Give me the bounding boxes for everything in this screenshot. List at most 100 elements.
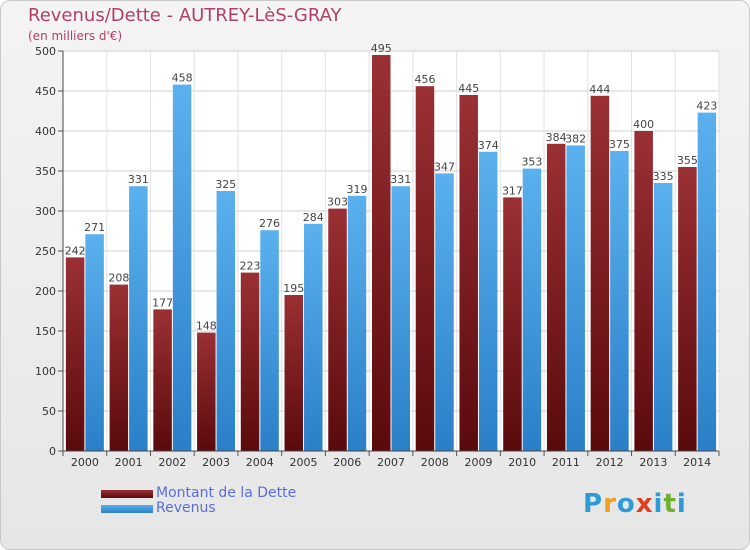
bar-revenus-2008 bbox=[435, 173, 454, 451]
value-label-revenus-2004: 276 bbox=[259, 217, 280, 230]
value-label-revenus-2001: 331 bbox=[128, 173, 149, 186]
logo-letter: i bbox=[676, 489, 687, 519]
legend-swatch-dette bbox=[101, 490, 153, 498]
bar-dette-2004 bbox=[240, 272, 260, 451]
bar-layer bbox=[65, 55, 717, 452]
value-label-revenus-2007: 331 bbox=[390, 173, 411, 186]
value-label-revenus-2014: 423 bbox=[696, 100, 717, 113]
y-tick-label: 450 bbox=[35, 85, 56, 98]
x-tick-label-2010: 2010 bbox=[508, 456, 536, 469]
bar-revenus-2012 bbox=[610, 151, 629, 451]
value-label-revenus-2009: 374 bbox=[478, 139, 499, 152]
logo-letter: i bbox=[653, 489, 664, 519]
x-tick-label-2005: 2005 bbox=[290, 456, 318, 469]
value-label-dette-2005: 195 bbox=[283, 282, 304, 295]
y-tick-label: 50 bbox=[42, 405, 56, 418]
value-label-dette-2009: 445 bbox=[458, 82, 479, 95]
bar-revenus-2004 bbox=[260, 230, 279, 451]
x-tick-label-2008: 2008 bbox=[421, 456, 449, 469]
legend-label-revenus: Revenus bbox=[156, 500, 216, 516]
bar-dette-2008 bbox=[415, 86, 435, 451]
bar-dette-2000 bbox=[65, 257, 85, 451]
bar-revenus-2003 bbox=[216, 191, 236, 451]
bar-dette-2011 bbox=[546, 143, 566, 452]
value-label-dette-2011: 384 bbox=[546, 131, 567, 144]
bar-dette-2001 bbox=[109, 284, 129, 451]
logo-letter: P bbox=[583, 489, 604, 519]
value-label-revenus-2008: 347 bbox=[434, 160, 455, 173]
bar-revenus-2005 bbox=[304, 223, 323, 451]
logo-letter: o bbox=[616, 489, 636, 519]
x-tick-label-2011: 2011 bbox=[552, 456, 580, 469]
value-label-dette-2006: 303 bbox=[327, 196, 348, 209]
value-label-dette-2007: 495 bbox=[371, 42, 392, 55]
value-label-revenus-2012: 375 bbox=[609, 138, 630, 151]
chart-subtitle: (en milliers d'€) bbox=[28, 29, 123, 43]
value-label-dette-2003: 148 bbox=[196, 320, 217, 333]
y-tick-label: 150 bbox=[35, 325, 56, 338]
legend-swatch-revenus bbox=[101, 505, 153, 513]
bar-revenus-2010 bbox=[522, 168, 542, 451]
x-tick-label-2000: 2000 bbox=[71, 456, 99, 469]
value-label-revenus-2003: 325 bbox=[215, 178, 236, 191]
axis-layer: 0 50 100 150 200 250 300 350 400 450 500 2000 2001 20… bbox=[35, 45, 720, 469]
y-tick-label: 500 bbox=[35, 45, 56, 58]
bar-revenus-2013 bbox=[653, 183, 673, 451]
value-label-dette-2004: 223 bbox=[240, 260, 261, 273]
value-label-dette-2008: 456 bbox=[414, 73, 435, 86]
x-tick-label-2007: 2007 bbox=[377, 456, 405, 469]
proxiti-logo: Proxiti bbox=[583, 489, 687, 519]
y-tick-label: 0 bbox=[49, 445, 56, 458]
value-label-revenus-2013: 335 bbox=[653, 170, 674, 183]
y-tick-label: 100 bbox=[35, 365, 56, 378]
logo-letter: r bbox=[603, 489, 617, 519]
value-label-revenus-2011: 382 bbox=[565, 132, 586, 145]
logo-letter: t bbox=[663, 489, 677, 519]
value-label-dette-2001: 208 bbox=[108, 272, 129, 285]
bar-revenus-2002 bbox=[172, 84, 192, 451]
bar-dette-2002 bbox=[153, 309, 172, 451]
value-label-dette-2012: 444 bbox=[589, 83, 610, 96]
value-label-revenus-2006: 319 bbox=[347, 183, 368, 196]
y-tick-label: 350 bbox=[35, 165, 56, 178]
bar-dette-2005 bbox=[284, 295, 304, 451]
bar-revenus-2000 bbox=[85, 234, 104, 451]
bar-revenus-2009 bbox=[478, 151, 498, 452]
bar-revenus-2001 bbox=[129, 186, 148, 451]
value-label-revenus-2010: 353 bbox=[521, 156, 542, 169]
bar-revenus-2011 bbox=[566, 145, 585, 451]
value-label-revenus-2002: 458 bbox=[172, 72, 193, 85]
legend-label-dette: Montant de la Dette bbox=[156, 485, 297, 501]
bar-revenus-2006 bbox=[347, 195, 367, 451]
logo-letter: x bbox=[635, 489, 654, 519]
value-label-revenus-2000: 271 bbox=[84, 221, 105, 234]
bar-dette-2012 bbox=[590, 95, 610, 452]
bar-dette-2003 bbox=[197, 332, 216, 451]
value-label-dette-2000: 242 bbox=[65, 244, 86, 257]
x-tick-label-2002: 2002 bbox=[158, 456, 186, 469]
x-tick-label-2014: 2014 bbox=[683, 456, 711, 469]
y-tick-label: 300 bbox=[35, 205, 56, 218]
bar-dette-2007 bbox=[372, 55, 391, 451]
label-layer: 2422712083311774581483252232761952843033… bbox=[65, 42, 718, 333]
bar-revenus-2014 bbox=[697, 112, 717, 451]
value-label-dette-2014: 355 bbox=[677, 154, 698, 167]
chart-title: Revenus/Dette - AUTREY-LèS-GRAY bbox=[28, 5, 342, 26]
bar-dette-2014 bbox=[678, 167, 697, 451]
x-tick-label-2006: 2006 bbox=[333, 456, 361, 469]
y-tick-label: 400 bbox=[35, 125, 56, 138]
x-tick-label-2009: 2009 bbox=[464, 456, 492, 469]
y-tick-label: 250 bbox=[35, 245, 56, 258]
x-tick-label-2012: 2012 bbox=[596, 456, 624, 469]
bar-dette-2013 bbox=[634, 131, 653, 451]
bar-dette-2006 bbox=[328, 208, 347, 451]
x-tick-label-2001: 2001 bbox=[115, 456, 143, 469]
grid-layer bbox=[62, 50, 720, 452]
y-tick-label: 200 bbox=[35, 285, 56, 298]
value-label-dette-2010: 317 bbox=[502, 184, 523, 197]
value-label-revenus-2005: 284 bbox=[303, 211, 324, 224]
bar-dette-2010 bbox=[503, 197, 522, 451]
x-tick-label-2003: 2003 bbox=[202, 456, 230, 469]
